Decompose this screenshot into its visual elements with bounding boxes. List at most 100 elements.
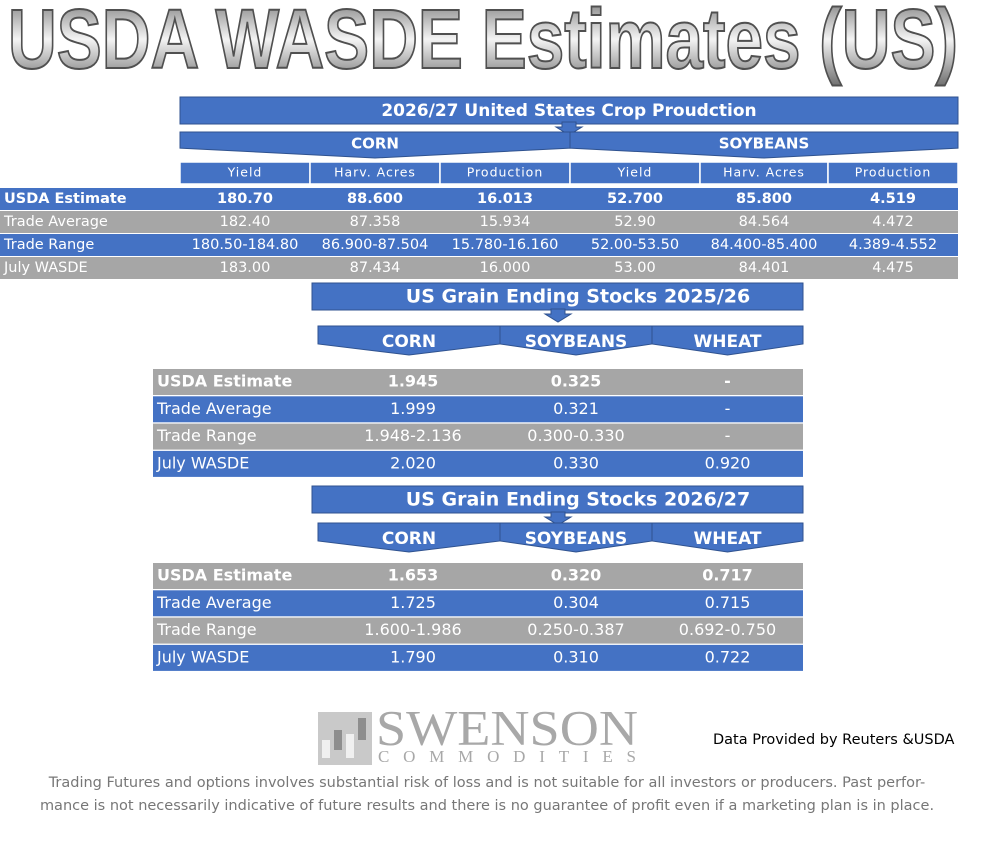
banner-title: US Grain Ending Stocks 2025/26 xyxy=(406,286,750,308)
cell: 183.00 xyxy=(220,260,271,276)
cell: 2.020 xyxy=(390,453,436,472)
logo-icon xyxy=(318,712,372,765)
column-header: Yield xyxy=(617,165,653,180)
cell: 87.358 xyxy=(350,214,401,230)
cell: 85.800 xyxy=(736,191,792,207)
cell: 0.300-0.330 xyxy=(527,426,624,445)
cell: 0.250-0.387 xyxy=(527,620,624,639)
cell: - xyxy=(725,399,731,418)
table-row xyxy=(153,563,803,589)
cell: 1.948-2.136 xyxy=(364,426,461,445)
chevron xyxy=(179,131,571,159)
table-row xyxy=(153,396,803,423)
table-row xyxy=(153,590,803,617)
cell: 1.790 xyxy=(390,647,436,666)
banner-title: 2026/27 United States Crop Proudction xyxy=(381,101,756,121)
cell: 4.475 xyxy=(872,260,914,276)
cell: 15.780-16.160 xyxy=(452,237,559,253)
row-label: July WASDE xyxy=(156,453,249,472)
table-row xyxy=(153,617,803,644)
group-header: CORN xyxy=(351,135,399,153)
cell: 0.304 xyxy=(553,593,599,612)
cell: 0.692-0.750 xyxy=(679,620,776,639)
cell: 0.920 xyxy=(705,453,751,472)
column-header: WHEAT xyxy=(693,332,761,352)
cell: 4.389-4.552 xyxy=(849,237,937,253)
cell: 1.945 xyxy=(388,372,439,391)
group-header: SOYBEANS xyxy=(719,135,810,153)
cell: 1.600-1.986 xyxy=(364,620,461,639)
cell: 0.325 xyxy=(551,372,602,391)
table-row xyxy=(153,644,803,671)
cell: 0.321 xyxy=(553,399,599,418)
chevron xyxy=(651,325,804,356)
column-header: Yield xyxy=(227,165,263,180)
main-title: USDA WASDE Estimates (US) xyxy=(8,0,958,86)
chevron xyxy=(499,522,653,553)
down-arrow xyxy=(543,308,573,323)
table-row xyxy=(0,257,958,279)
row-label: July WASDE xyxy=(3,260,88,276)
column-header: Harv. Acres xyxy=(723,165,805,180)
column-header: Production xyxy=(467,165,544,180)
row-label: USDA Estimate xyxy=(157,566,292,585)
banner xyxy=(179,96,959,125)
cell: 1.725 xyxy=(390,593,436,612)
cell: 87.434 xyxy=(350,260,401,276)
row-label: July WASDE xyxy=(156,647,249,666)
cell: 0.722 xyxy=(705,647,751,666)
table-row xyxy=(153,369,803,395)
cell: 86.900-87.504 xyxy=(322,237,429,253)
cell: 180.50-184.80 xyxy=(192,237,299,253)
cell: 84.401 xyxy=(739,260,790,276)
column-header: SOYBEANS xyxy=(525,332,628,352)
logo-name: SWENSON xyxy=(376,699,638,755)
column-header: WHEAT xyxy=(693,529,761,549)
row-label: Trade Average xyxy=(156,593,272,612)
table-row xyxy=(153,450,803,477)
table-row xyxy=(0,188,958,210)
cell: 0.330 xyxy=(553,453,599,472)
cell: 52.90 xyxy=(614,214,656,230)
cell: 0.320 xyxy=(551,566,602,585)
column-header: Production xyxy=(855,165,932,180)
chevron xyxy=(569,131,959,159)
cell: 4.519 xyxy=(870,191,916,207)
table-row xyxy=(0,234,958,256)
cell: 52.00-53.50 xyxy=(591,237,679,253)
cell: 16.000 xyxy=(480,260,531,276)
row-label: Trade Range xyxy=(156,426,257,445)
down-arrow xyxy=(554,121,584,136)
cell: 180.70 xyxy=(217,191,273,207)
cell: 1.999 xyxy=(390,399,436,418)
cell: 84.400-85.400 xyxy=(711,237,818,253)
column-header-cell xyxy=(827,161,959,185)
cell: 1.653 xyxy=(388,566,439,585)
banner-title: US Grain Ending Stocks 2026/27 xyxy=(406,489,750,511)
cell: 0.310 xyxy=(553,647,599,666)
row-label: Trade Range xyxy=(156,620,257,639)
column-header: CORN xyxy=(382,529,436,549)
cell: 0.717 xyxy=(702,566,753,585)
disclaimer-line: mance is not necessarily indicative of f… xyxy=(40,798,934,814)
column-header: CORN xyxy=(382,332,436,352)
down-arrow xyxy=(543,511,573,526)
cell: 53.00 xyxy=(614,260,656,276)
cell: - xyxy=(724,372,731,391)
row-label: Trade Average xyxy=(3,214,108,230)
disclaimer-line: Trading Futures and options involves sub… xyxy=(48,775,926,791)
cell: 15.934 xyxy=(480,214,531,230)
cell: - xyxy=(725,426,731,445)
row-label: Trade Range xyxy=(3,237,94,253)
chevron xyxy=(317,522,501,553)
chevron xyxy=(651,522,804,553)
cell: 4.472 xyxy=(872,214,914,230)
cell: 182.40 xyxy=(220,214,271,230)
chevron xyxy=(317,325,501,356)
cell: 16.013 xyxy=(477,191,533,207)
row-label: USDA Estimate xyxy=(157,372,292,391)
chevron xyxy=(499,325,653,356)
cell: 88.600 xyxy=(347,191,403,207)
